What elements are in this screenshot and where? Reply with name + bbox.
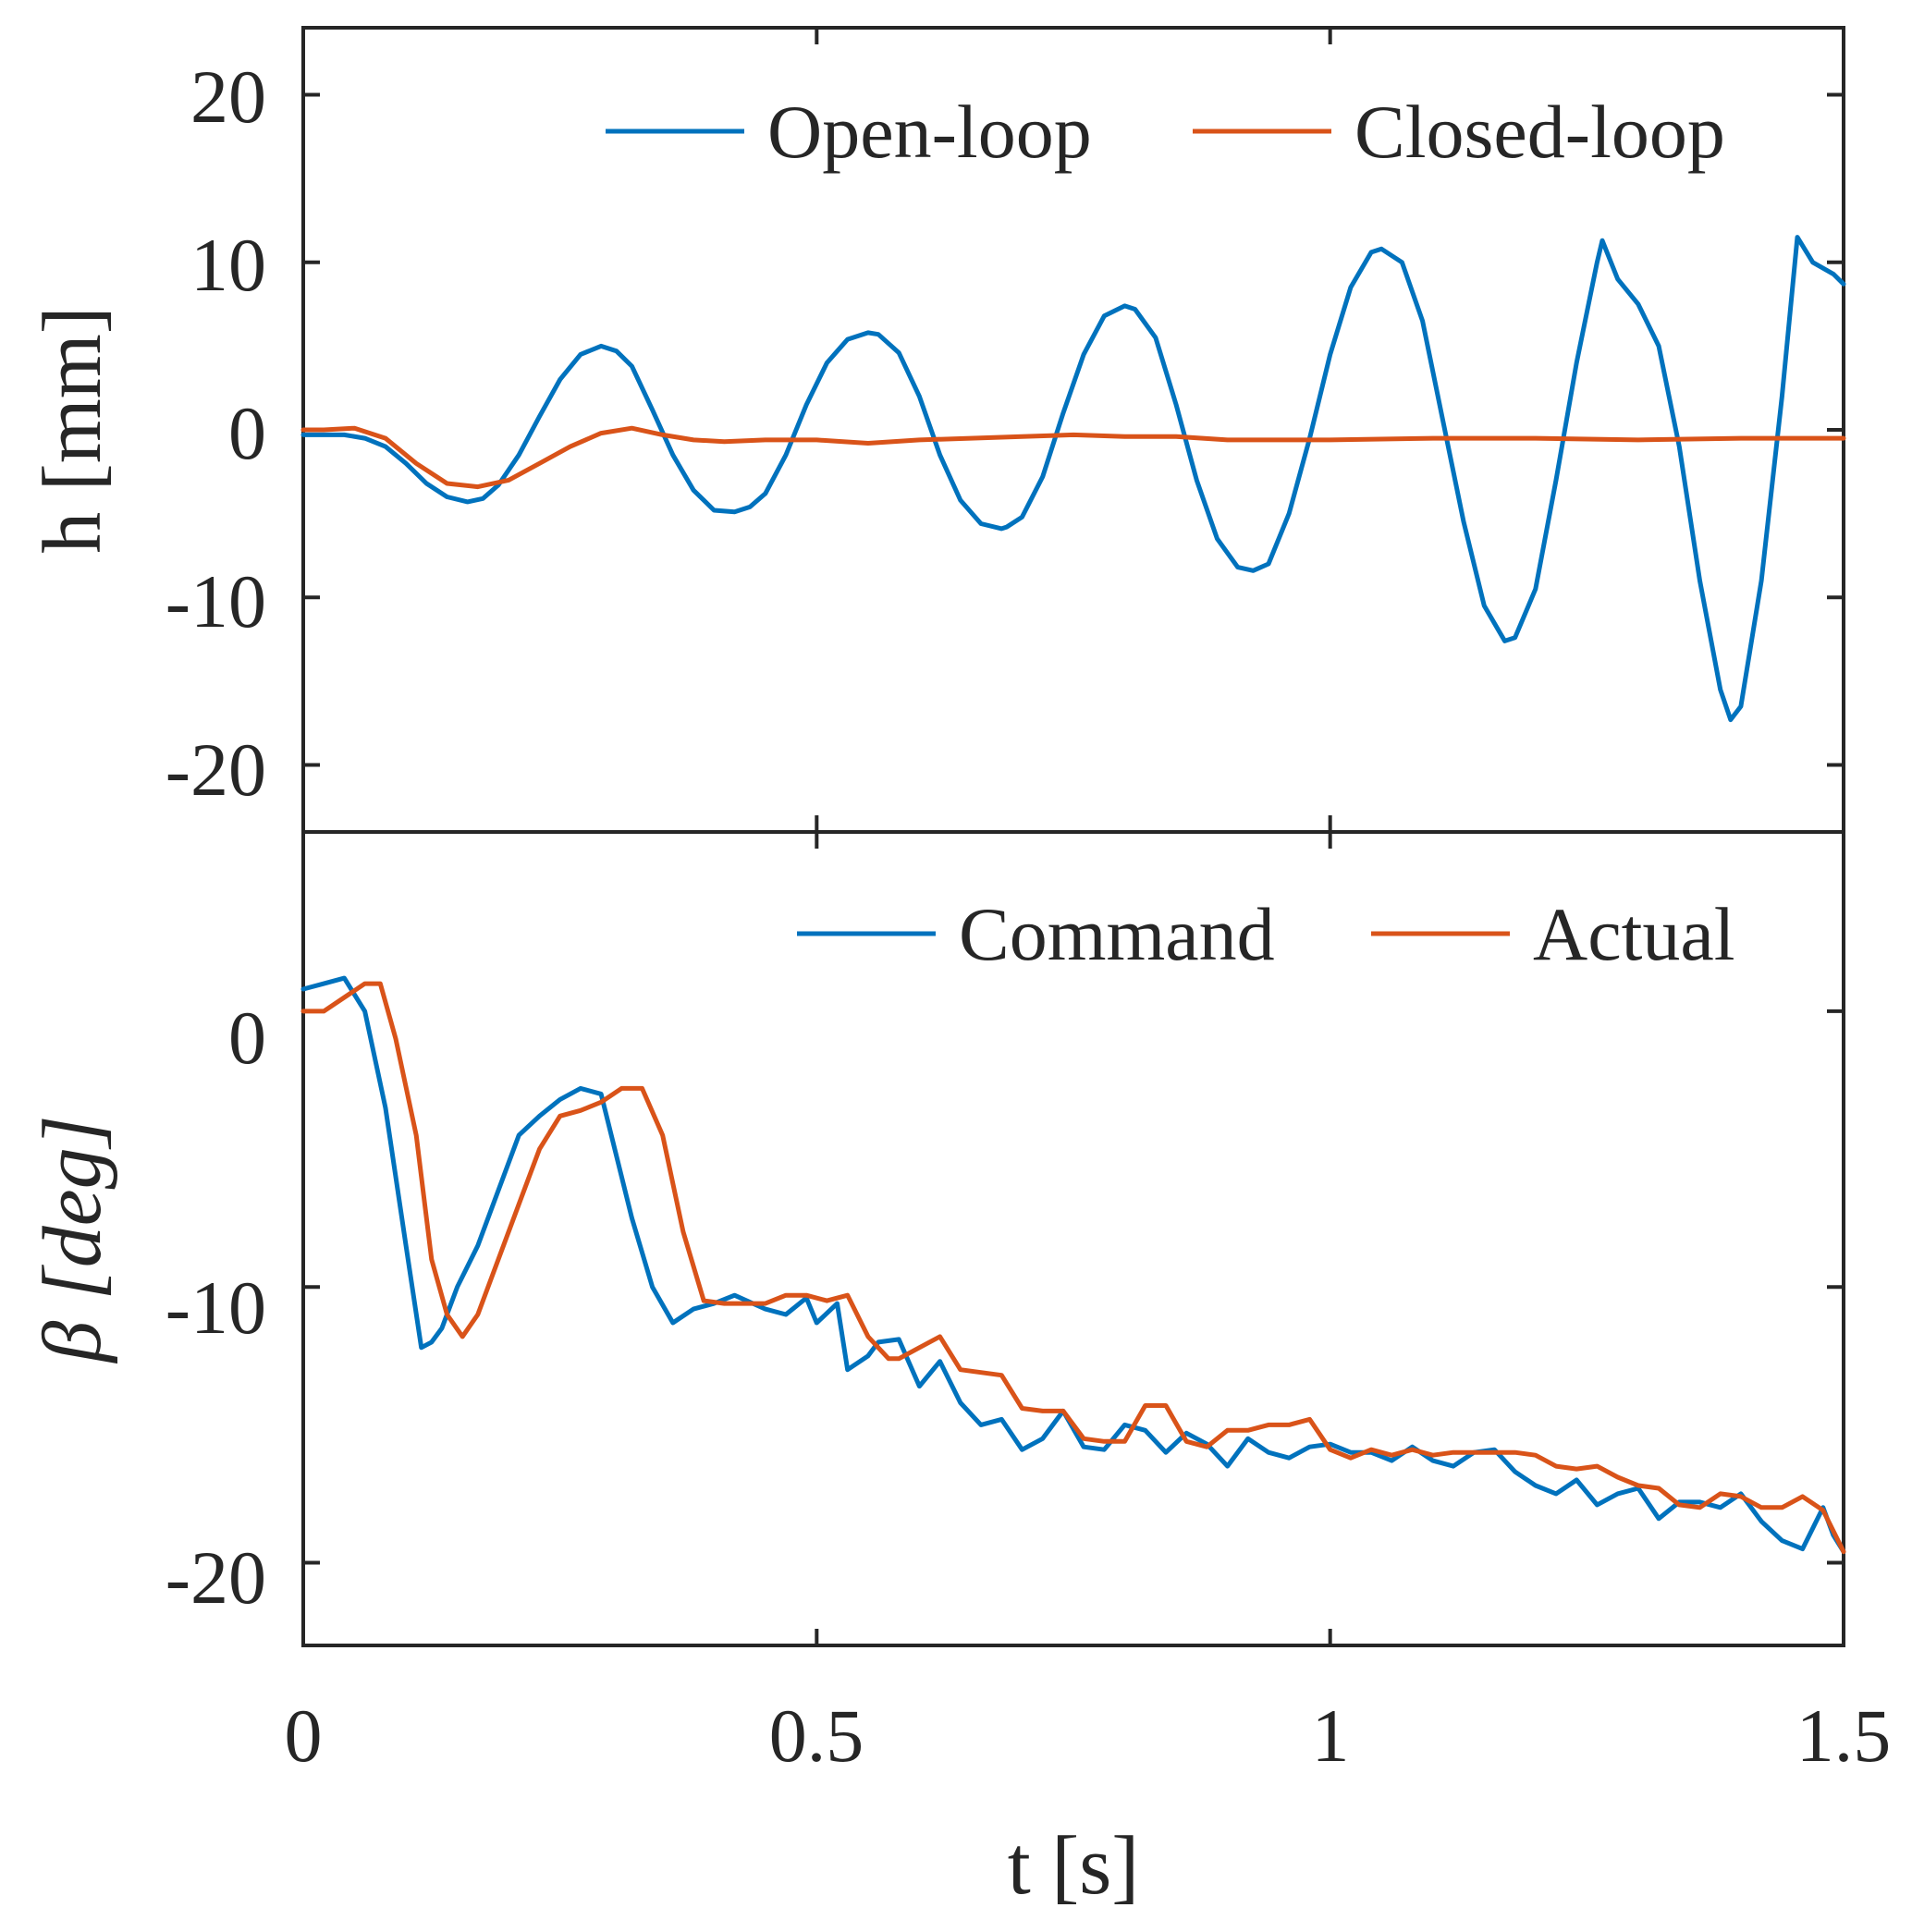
xtick-label-0-5: 0.5 (769, 1694, 864, 1778)
top-ytick-label-20: 20 (190, 55, 266, 139)
bottom-panel: 0 -10 -20 0 0.5 1 1.5 β [deg] t [s] Comm… (27, 830, 1892, 1912)
xtick-label-0: 0 (285, 1694, 323, 1778)
series-open-loop-line (300, 235, 1846, 723)
bottom-panel-frame (301, 830, 1845, 1647)
top-ytick-label-0: 0 (228, 391, 266, 475)
top-panel: 20 10 0 -10 -20 h [mm] Open-loop Closed-… (27, 26, 1846, 834)
bottom-ytick-label-0: 0 (228, 996, 266, 1080)
bottom-series-lines (300, 975, 1846, 1555)
legend-label-open-loop: Open-loop (767, 90, 1092, 174)
bottom-ytick-label-neg20: -20 (165, 1535, 266, 1620)
xtick-label-1-5: 1.5 (1796, 1694, 1892, 1778)
bottom-x-ticks (815, 832, 1332, 1645)
top-ytick-label-neg20: -20 (165, 728, 266, 812)
top-ytick-label-neg10: -10 (165, 559, 266, 643)
bottom-legend: Command Actual (797, 892, 1735, 976)
series-actual-line (300, 981, 1846, 1555)
top-x-ticks (815, 28, 1332, 832)
top-series-lines (300, 235, 1846, 723)
top-ytick-label-10: 10 (190, 223, 266, 307)
legend-label-command: Command (959, 892, 1275, 976)
xlabel: t [s] (1008, 1820, 1139, 1912)
xtick-label-1: 1 (1312, 1694, 1350, 1778)
legend-label-actual: Actual (1533, 892, 1735, 976)
bottom-ytick-label-neg10: -10 (165, 1266, 266, 1350)
top-tick-labels: 20 10 0 -10 -20 (165, 55, 266, 812)
top-legend: Open-loop Closed-loop (606, 90, 1725, 174)
top-y-ticks (303, 92, 1844, 767)
series-closed-loop-line (300, 425, 1846, 490)
legend-label-closed-loop: Closed-loop (1354, 90, 1725, 174)
series-command-line (300, 975, 1846, 1555)
bottom-ylabel-text: β [deg] (27, 1115, 118, 1363)
bottom-ylabel: β [deg] (27, 1115, 118, 1363)
top-ylabel: h [mm] (27, 306, 118, 553)
bottom-tick-labels: 0 -10 -20 0 0.5 1 1.5 (165, 996, 1892, 1778)
